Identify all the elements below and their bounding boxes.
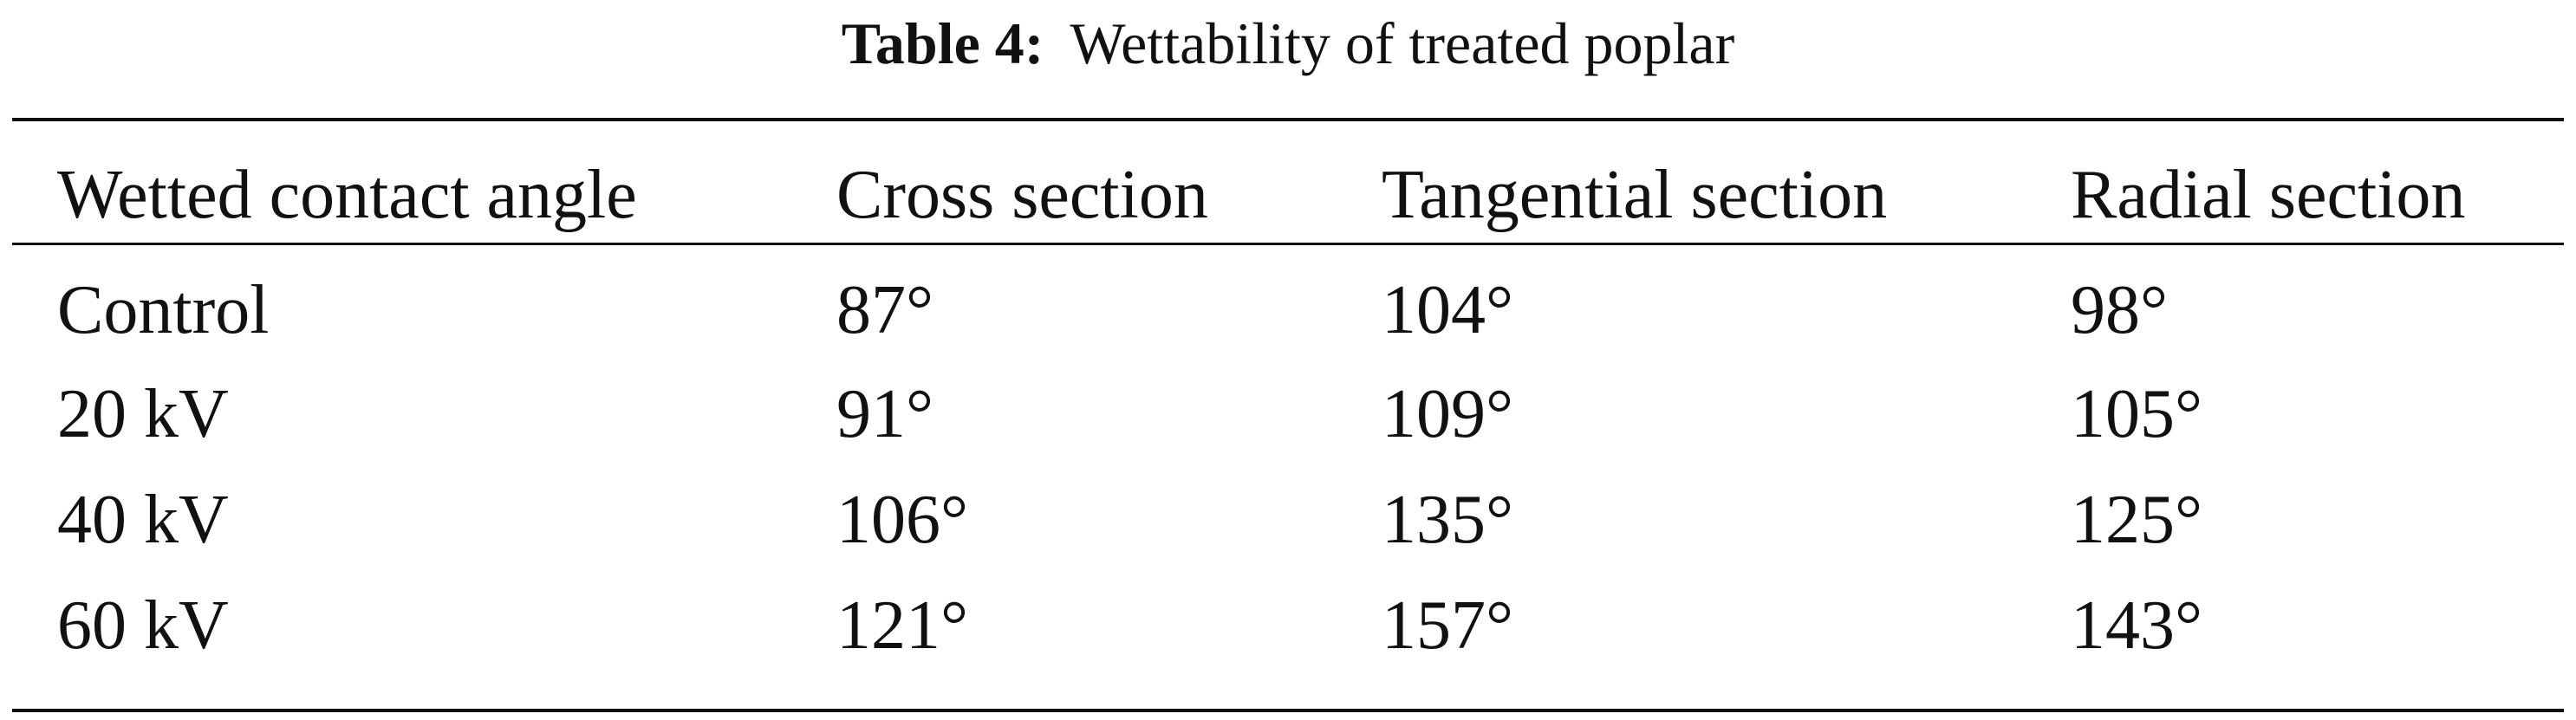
row-label: Control bbox=[57, 272, 270, 348]
column-header-radial-section: Radial section bbox=[2071, 157, 2466, 233]
tangential-section-value: 104° bbox=[1382, 272, 1513, 348]
row-label: 40 kV bbox=[57, 482, 229, 558]
column-header-wetted-contact-angle: Wetted contact angle bbox=[57, 157, 637, 233]
radial-section-value: 98° bbox=[2071, 272, 2168, 348]
table-row: 60 kV 121° 157° 143° bbox=[0, 578, 2576, 673]
table-row: Control 87° 104° 98° bbox=[0, 263, 2576, 358]
table-caption: Table 4: Wettability of treated poplar bbox=[0, 0, 2576, 87]
table-row: 20 kV 91° 109° 105° bbox=[0, 366, 2576, 462]
row-label: 20 kV bbox=[57, 376, 229, 452]
row-label: 60 kV bbox=[57, 587, 229, 664]
cross-section-value: 91° bbox=[836, 376, 933, 452]
radial-section-value: 125° bbox=[2071, 482, 2202, 558]
tangential-section-value: 157° bbox=[1382, 587, 1513, 664]
column-header-cross-section: Cross section bbox=[836, 157, 1208, 233]
table-caption-title: Wettability of treated poplar bbox=[1070, 10, 1735, 76]
tangential-section-value: 135° bbox=[1382, 482, 1513, 558]
radial-section-value: 105° bbox=[2071, 376, 2202, 452]
column-header-tangential-section: Tangential section bbox=[1382, 157, 1888, 233]
radial-section-value: 143° bbox=[2071, 587, 2202, 664]
cross-section-value: 121° bbox=[836, 587, 968, 664]
cross-section-value: 87° bbox=[836, 272, 933, 348]
table-caption-label: Table 4: bbox=[841, 10, 1044, 76]
table-header-row: Wetted contact angle Cross section Tange… bbox=[0, 147, 2576, 243]
table-row: 40 kV 106° 135° 125° bbox=[0, 472, 2576, 568]
table-header-rule bbox=[12, 243, 2564, 245]
tangential-section-value: 109° bbox=[1382, 376, 1513, 452]
table-bottom-rule bbox=[12, 709, 2564, 712]
cross-section-value: 106° bbox=[836, 482, 968, 558]
table-top-rule bbox=[12, 118, 2564, 121]
